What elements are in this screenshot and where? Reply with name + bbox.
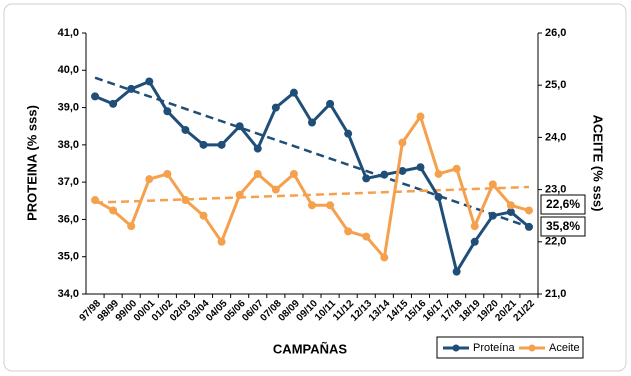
y2-tick-label: 26,0: [545, 27, 566, 39]
point: [127, 222, 136, 231]
point: [398, 138, 407, 147]
y-tick-label: 36,0: [58, 213, 79, 225]
point: [524, 222, 533, 231]
y2-tick-label: 25,0: [545, 79, 566, 91]
y-tick-label: 34,0: [58, 288, 79, 300]
point: [416, 163, 425, 172]
y-tick-label: 40,0: [58, 64, 79, 76]
legend-marker: [528, 344, 536, 352]
annotation-box: [540, 194, 586, 215]
point: [271, 185, 280, 194]
point: [163, 107, 172, 116]
point: [145, 175, 154, 184]
point: [344, 227, 353, 236]
y-tick-label: 39,0: [58, 101, 79, 113]
point: [326, 99, 335, 108]
x-axis-title: CAMPAÑAS: [273, 341, 347, 356]
point: [163, 169, 172, 178]
point: [362, 232, 371, 241]
point: [470, 237, 479, 246]
point: [362, 174, 371, 183]
legend-box: [436, 336, 584, 359]
point: [145, 77, 154, 86]
point: [253, 169, 262, 178]
point: [217, 237, 226, 246]
point: [91, 196, 100, 205]
y-tick-label: 37,0: [58, 176, 79, 188]
point: [181, 125, 190, 134]
point: [524, 206, 533, 215]
point: [434, 169, 443, 178]
y-tick-label: 38,0: [58, 139, 79, 151]
point: [271, 103, 280, 112]
point: [434, 193, 443, 202]
y-axis-title: PROTEINA (% sss): [24, 105, 39, 221]
point: [199, 140, 208, 149]
y2-tick-label: 24,0: [545, 131, 566, 143]
point: [308, 201, 316, 210]
point: [380, 170, 389, 179]
point: [380, 253, 389, 262]
point: [506, 207, 515, 216]
point: [344, 129, 353, 138]
point: [452, 164, 461, 173]
annotation: 22,6%: [546, 197, 580, 211]
trendline: [94, 185, 530, 204]
point: [199, 211, 208, 220]
point: [488, 180, 497, 189]
point: [289, 169, 298, 178]
y2-tick-label: 23,0: [545, 184, 566, 196]
point: [289, 88, 298, 97]
y-tick-label: 41,0: [58, 27, 79, 39]
point: [181, 196, 190, 205]
point: [452, 267, 461, 276]
annotation: 35,8%: [546, 219, 580, 233]
point: [127, 84, 136, 93]
point: [217, 140, 226, 149]
trendline: [94, 76, 530, 229]
point: [109, 99, 118, 108]
y2-axis-title: ACEITE (% sss): [591, 115, 606, 212]
point: [398, 166, 407, 175]
point: [235, 122, 244, 131]
point: [91, 92, 100, 101]
point: [488, 211, 497, 220]
legend-label: Proteína: [473, 342, 515, 354]
point: [470, 222, 479, 231]
point: [253, 144, 262, 153]
point: [326, 201, 335, 210]
point: [308, 118, 316, 127]
point: [235, 190, 244, 199]
legend-marker: [452, 344, 460, 352]
y2-tick-label: 21,0: [545, 288, 566, 300]
y-tick-label: 35,0: [58, 251, 79, 263]
point: [416, 112, 425, 121]
point: [506, 201, 515, 210]
annotation-box: [540, 216, 586, 237]
legend-label: Aceite: [549, 342, 580, 354]
point: [109, 206, 118, 215]
y2-tick-label: 22,0: [545, 236, 566, 248]
